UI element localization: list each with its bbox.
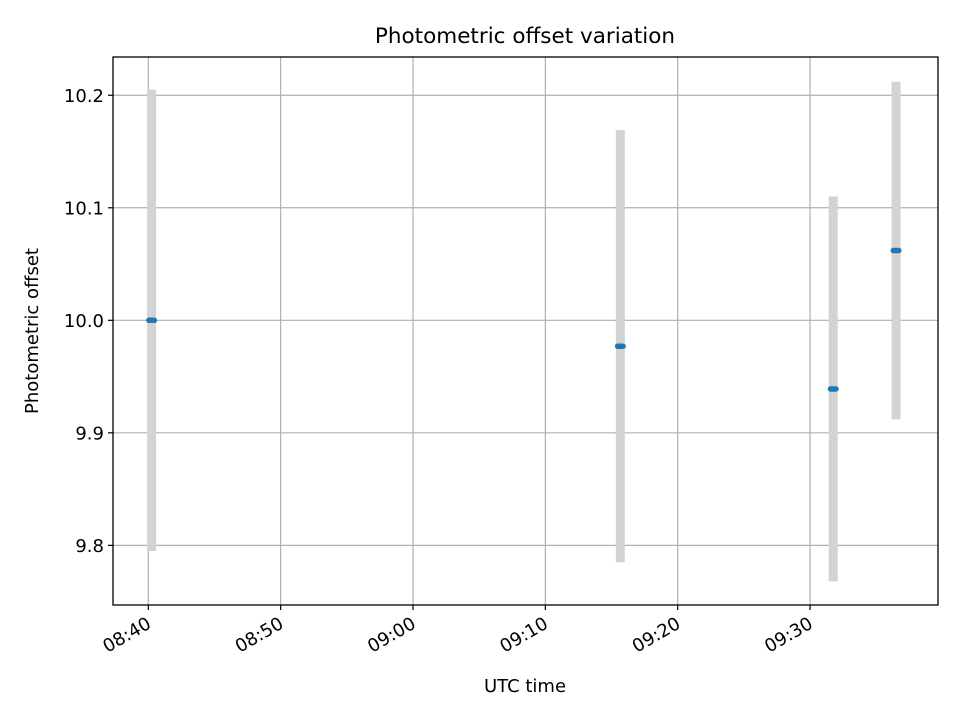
chart-title: Photometric offset variation	[375, 24, 675, 49]
data-points	[146, 247, 902, 392]
data-point	[146, 317, 158, 324]
y-tick-label: 9.9	[75, 423, 104, 444]
y-tick-label: 10.0	[64, 311, 104, 332]
x-axis-label: UTC time	[484, 676, 566, 697]
grid	[113, 57, 938, 605]
y-tick-label: 9.8	[75, 536, 104, 557]
plot-area	[113, 57, 938, 605]
data-point	[827, 386, 839, 392]
y-axis-label: Photometric offset	[22, 248, 43, 414]
data-point	[890, 247, 902, 254]
y-tick-label: 10.1	[64, 198, 104, 219]
y-tick-label: 10.2	[64, 86, 104, 107]
plot-frame	[112, 56, 939, 606]
y-axis-ticks: 9.8 9.9 10.0 10.1 10.2	[64, 86, 113, 557]
data-point	[614, 343, 626, 349]
